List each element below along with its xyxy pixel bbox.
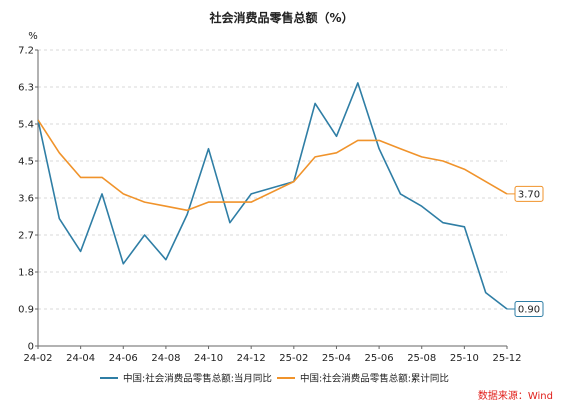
end-label-value: 0.90 bbox=[518, 305, 540, 316]
x-tick-label: 24-08 bbox=[151, 353, 180, 364]
y-tick-label: 7.2 bbox=[18, 46, 34, 57]
x-axis: 24-02 24-04 24-06 24-08 24-10 24-12 25-02 25-04… bbox=[23, 345, 522, 364]
x-tick-label: 24-04 bbox=[66, 353, 95, 364]
y-tick-label: 3.6 bbox=[18, 194, 34, 205]
end-label-box bbox=[514, 185, 544, 202]
grid-lines bbox=[38, 49, 507, 310]
x-tick-label: 24-12 bbox=[237, 353, 266, 364]
x-tick-label: 25-12 bbox=[492, 353, 521, 364]
x-tick-label: 24-06 bbox=[109, 353, 138, 364]
y-tick-label: 5.4 bbox=[18, 120, 34, 131]
y-tick-label: 0 bbox=[28, 342, 34, 353]
legend-label-1: 中国:社会消费品零售总额:当月同比 bbox=[123, 373, 272, 385]
y-tick-label: 0.9 bbox=[18, 305, 34, 316]
y-tick-label: 2.7 bbox=[18, 231, 34, 242]
series-line-2 bbox=[37, 119, 508, 212]
end-label-2: 3.70 bbox=[507, 185, 544, 202]
series-line-1 bbox=[37, 82, 508, 310]
y-tick-label: 1.8 bbox=[18, 268, 34, 279]
legend: 中国:社会消费品零售总额:当月同比 中国:社会消费品零售总额:累计同比 bbox=[100, 373, 449, 385]
x-tick-label: 24-10 bbox=[194, 353, 223, 364]
y-unit-label: % bbox=[28, 31, 38, 42]
data-source-note: 数据来源：Wind bbox=[478, 389, 553, 402]
y-axis: 0 0.9 1.8 2.7 3.6 4.5 5.4 6.3 7.2 bbox=[18, 46, 39, 353]
end-label-box bbox=[514, 301, 544, 317]
x-tick-label: 25-04 bbox=[322, 353, 351, 364]
x-tick-label: 25-06 bbox=[365, 353, 394, 364]
x-tick-label: 25-10 bbox=[450, 353, 479, 364]
series-lines bbox=[37, 82, 508, 310]
x-tick-label: 25-08 bbox=[407, 353, 436, 364]
y-tick-label: 6.3 bbox=[18, 83, 34, 94]
x-tick-label: 24-02 bbox=[23, 353, 52, 364]
y-tick-label: 4.5 bbox=[18, 157, 34, 168]
end-label-value: 3.70 bbox=[518, 189, 540, 200]
legend-label-2: 中国:社会消费品零售总额:累计同比 bbox=[300, 373, 449, 385]
x-tick-label: 25-02 bbox=[279, 353, 308, 364]
chart-title: 社会消费品零售总额（%） bbox=[208, 10, 353, 25]
end-label-1: 0.90 bbox=[507, 301, 544, 317]
end-labels: 0.90 3.70 bbox=[507, 185, 544, 317]
